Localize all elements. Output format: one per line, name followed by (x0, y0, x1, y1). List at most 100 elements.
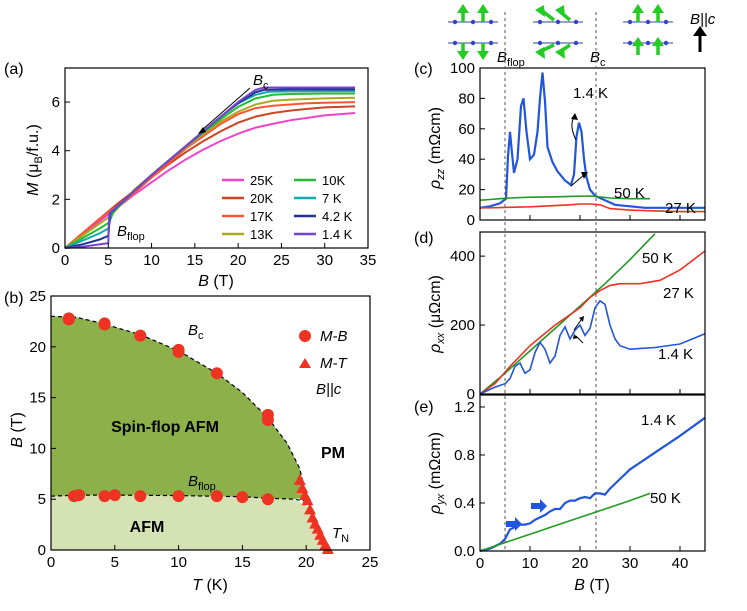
panel-a-yticks: 0 2 4 6 (52, 94, 70, 257)
panel-e-label-50K: 50 K (650, 490, 681, 507)
y-tick-label: 0 (52, 240, 60, 257)
spin-arrowhead (632, 37, 644, 46)
legend-label: 13K (250, 227, 273, 242)
spin-site (452, 19, 458, 25)
y-tick-label: 0 (467, 386, 475, 403)
panel-e-yticks: 0.0 0.4 0.8 1.2 (454, 399, 485, 560)
spin-site (470, 40, 476, 46)
y-tick-label: 0.0 (454, 543, 475, 560)
panel-a-bflop-label: Bflop (117, 223, 145, 243)
panel-c: (c) 0 20 40 60 80 100 ρzz (mΩcm) Bflop Bc 1.4… (414, 49, 706, 229)
series-14K-line (479, 299, 706, 395)
legend-label: 17K (250, 209, 273, 224)
mt-point (304, 503, 317, 515)
panel-b-xlabel: T (K) (192, 577, 228, 594)
mb-point (172, 345, 185, 358)
mb-point (134, 329, 147, 342)
legend-label: 4.2 K (322, 209, 353, 224)
spin-arrowhead (457, 4, 469, 13)
panel-d-label-1p4K: 1.4 K (658, 346, 693, 363)
panel-a-sweep-arrowhead (198, 127, 206, 134)
mb-point (261, 413, 274, 426)
legend-mb-label: M-B (320, 328, 348, 345)
panel-e-ylabel: ρyx (mΩcm) (427, 432, 447, 515)
panel-d-label-50K: 50 K (642, 250, 673, 267)
panel-d-frame (479, 231, 706, 395)
y-tick-label: 25 (29, 288, 46, 305)
legend-label: 25K (250, 173, 273, 188)
series-27K-line (480, 203, 705, 213)
mt-point (321, 542, 334, 554)
mb-point (210, 367, 223, 380)
x-tick-label: 15 (187, 252, 204, 269)
panel-a-plot (64, 86, 356, 249)
panel-a-xlabel: B (T) (198, 273, 234, 290)
panel-c-label-50K: 50 K (614, 185, 645, 202)
panel-c-label-27K: 27 K (665, 200, 696, 217)
panel-c-yticks: 0 20 40 60 80 100 (450, 60, 485, 229)
panel-c-bflop-label: Bflop (497, 49, 525, 69)
panel-b-bc-label: Bc (188, 322, 204, 342)
mb-point (172, 490, 185, 503)
spin-site (627, 40, 633, 46)
pm-region-label: PM (321, 445, 345, 462)
afm-region-label: AFM (130, 519, 165, 536)
panel-e-frame (479, 394, 706, 552)
spin-site (627, 19, 633, 25)
spin-site (488, 40, 494, 46)
x-tick-label: 20 (230, 252, 247, 269)
spin-arrowhead (652, 37, 664, 46)
spin-arrowhead (457, 51, 469, 60)
legend-label: 20K (250, 191, 273, 206)
panel-a-legend: 25K 20K 17K 13K 10K 7 K 4.2 K 1.4 K (222, 173, 353, 242)
spin-site (537, 40, 543, 46)
panel-e-xlabel: B (T) (574, 577, 610, 594)
series-14K-line (479, 416, 706, 553)
panel-e-plot (479, 416, 706, 553)
panel-d-yticks: 0 200 400 (450, 248, 485, 403)
spin-site (537, 19, 543, 25)
series-14K-line (479, 72, 705, 209)
y-tick-label: 0.8 (454, 447, 475, 464)
y-tick-label: 5 (38, 491, 46, 508)
plateau-arrow-1 (506, 517, 522, 531)
panel-d-xticks (479, 389, 681, 394)
panel-a-bc-label: Bc (253, 72, 269, 92)
spin-site (663, 40, 669, 46)
plateau-arrow-2 (531, 499, 547, 513)
legend-label: 10K (322, 173, 345, 188)
spinflop-region (51, 316, 307, 500)
afm-region (51, 495, 326, 550)
spin-site (573, 40, 579, 46)
series-27K-line (479, 250, 706, 395)
panel-b-plot (62, 312, 334, 554)
mb-point (210, 490, 223, 503)
panel-d-hysteresis-arrows (573, 316, 584, 344)
spin-arrowhead (555, 5, 565, 17)
spin-arrowhead (555, 47, 565, 59)
y-tick-label: 80 (458, 90, 475, 107)
x-tick-label: 40 (672, 555, 689, 572)
spinflop-region-label: Spin-flop AFM (111, 419, 219, 436)
legend-label: 1.4 K (322, 227, 353, 242)
x-tick-label: 15 (234, 554, 251, 571)
y-tick-label: 1.2 (454, 399, 475, 416)
panel-b-tn-label: TN (332, 525, 349, 545)
y-tick-label: 20 (29, 339, 46, 356)
panel-c-hysteresis-arrows (570, 113, 588, 187)
series-50K-line (479, 195, 650, 201)
mb-point (98, 318, 111, 331)
x-tick-label: 0 (47, 554, 55, 571)
spin-site (555, 19, 561, 25)
y-tick-label: 0 (467, 212, 475, 229)
spin-site (452, 40, 458, 46)
panel-label-b: (b) (4, 290, 24, 307)
x-tick-label: 10 (170, 554, 187, 571)
panel-e-label-1p4K: 1.4 K (641, 412, 676, 429)
spin-arrowhead (632, 4, 644, 13)
panel-b-phase-regions (50, 315, 326, 550)
y-tick-label: 200 (450, 317, 475, 334)
panel-c-frame (479, 67, 706, 221)
panel-b-frame (50, 295, 371, 551)
